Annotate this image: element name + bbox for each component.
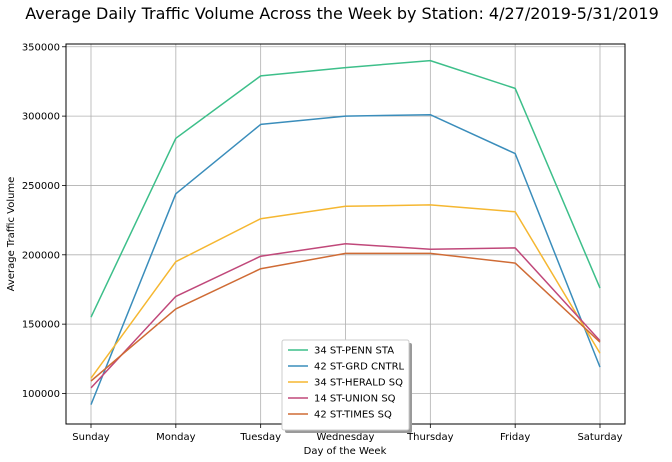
legend: 34 ST-PENN STA 42 ST-GRD CNTRL 34 ST-HERAL… xyxy=(281,339,412,433)
legend-label: 42 ST-TIMES SQ xyxy=(314,410,392,421)
x-axis-label: Day of the Week xyxy=(304,446,387,457)
series-line xyxy=(90,113,601,405)
legend-label: 34 ST-HERALD SQ xyxy=(314,378,403,389)
grid-lines xyxy=(66,44,625,424)
legend-label: 42 ST-GRD CNTRL xyxy=(314,362,405,373)
y-tick-label: 250000 xyxy=(22,181,60,192)
y-tick-label: 350000 xyxy=(22,42,60,53)
x-tick-label: Friday xyxy=(500,432,530,443)
series-line xyxy=(90,204,601,379)
y-tick-label: 150000 xyxy=(22,320,60,331)
x-tick-label: Saturday xyxy=(577,432,622,443)
legend-label: 14 ST-UNION SQ xyxy=(314,394,396,405)
chart-title: Average Daily Traffic Volume Across the … xyxy=(25,4,659,23)
y-tick-label: 300000 xyxy=(22,112,60,123)
series-line xyxy=(90,59,601,318)
x-tick-label: Monday xyxy=(156,432,196,443)
x-tick-label: Wednesday xyxy=(317,432,375,443)
x-axis-ticks: Sunday Monday Tuesday Wednesday Thursday Frid… xyxy=(72,424,623,443)
legend-box xyxy=(281,339,410,431)
y-tick-label: 100000 xyxy=(22,389,60,400)
y-axis-ticks: 100000 150000 200000 250000 300000 350000 xyxy=(22,42,66,400)
x-tick-label: Tuesday xyxy=(239,432,281,443)
x-tick-label: Sunday xyxy=(72,432,109,443)
series-lines xyxy=(90,59,601,405)
legend-label: 34 ST-PENN STA xyxy=(314,346,394,357)
x-tick-label: Thursday xyxy=(406,432,454,443)
y-tick-label: 200000 xyxy=(22,250,60,261)
series-line xyxy=(90,242,601,389)
y-axis-label: Average Traffic Volume xyxy=(6,177,17,292)
series-line xyxy=(90,252,601,382)
